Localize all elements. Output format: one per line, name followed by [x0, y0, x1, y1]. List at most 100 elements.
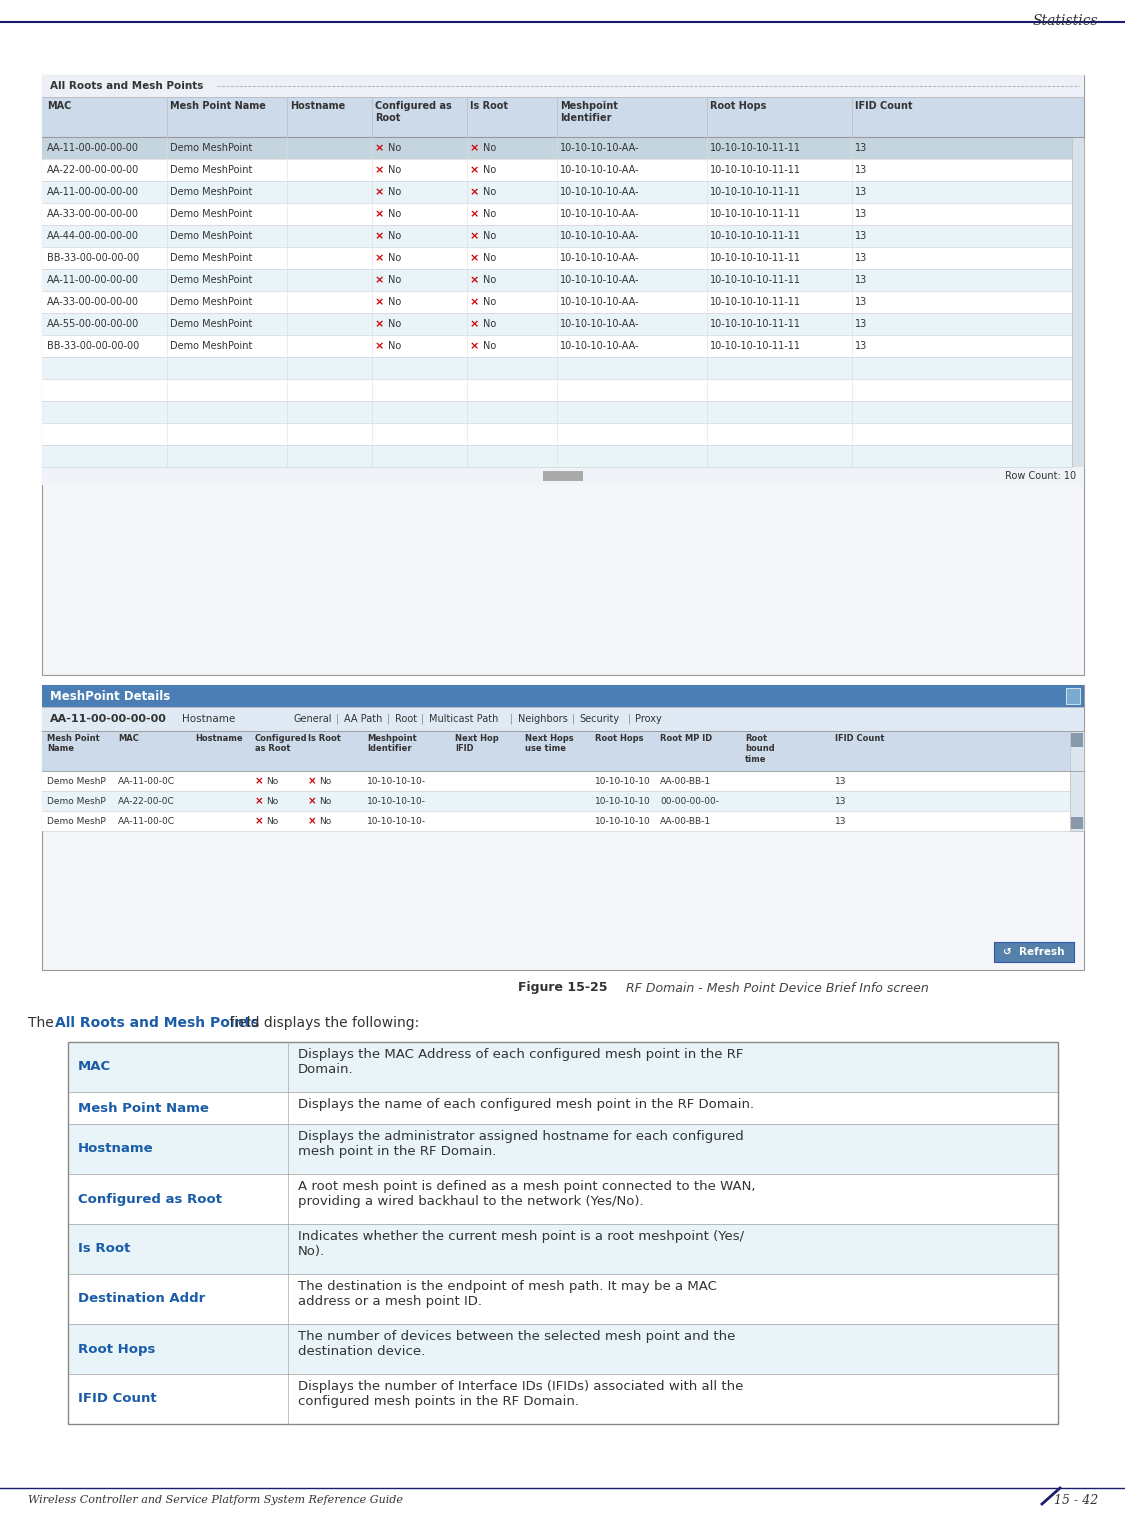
Text: ×: ×	[255, 817, 263, 826]
Text: No: No	[266, 817, 278, 826]
Text: Figure 15-25: Figure 15-25	[518, 982, 608, 994]
Text: 13: 13	[855, 165, 867, 175]
Bar	[1070, 732, 1084, 830]
Text: Configured as
Root: Configured as Root	[375, 102, 452, 123]
Text: Demo MeshPoint: Demo MeshPoint	[170, 342, 252, 351]
Text: |: |	[628, 713, 633, 724]
Text: No: No	[388, 298, 402, 307]
Bar	[42, 401, 1072, 424]
Text: 10-10-10-10-11-11: 10-10-10-10-11-11	[710, 143, 801, 153]
Text: Wireless Controller and Service Platform System Reference Guide: Wireless Controller and Service Platform…	[28, 1495, 403, 1504]
Text: MAC: MAC	[78, 1061, 111, 1073]
Text: AA-33-00-00-00-00: AA-33-00-00-00-00	[47, 298, 140, 307]
Text: Mesh Point Name: Mesh Point Name	[170, 102, 266, 111]
Text: AA-11-00-00-00-00: AA-11-00-00-00-00	[47, 143, 140, 153]
Text: 13: 13	[835, 797, 846, 806]
Text: 10-10-10-10-AA-: 10-10-10-10-AA-	[560, 187, 639, 197]
Text: 10-10-10-10-AA-: 10-10-10-10-AA-	[560, 209, 639, 219]
Text: AA-11-00-00-00-00: AA-11-00-00-00-00	[50, 713, 166, 724]
Text: ×: ×	[375, 209, 385, 219]
Text: 10-10-10-10-AA-: 10-10-10-10-AA-	[560, 275, 639, 285]
Text: 10-10-10-10-11-11: 10-10-10-10-11-11	[710, 298, 801, 307]
Text: No: No	[388, 209, 402, 219]
Bar	[42, 291, 1072, 313]
Text: Demo MeshPoint: Demo MeshPoint	[170, 165, 252, 175]
Bar	[1066, 688, 1080, 704]
Text: 13: 13	[855, 275, 867, 285]
Text: ×: ×	[308, 795, 317, 806]
Text: ×: ×	[470, 319, 479, 329]
Text: Multicast Path: Multicast Path	[429, 713, 498, 724]
Text: ×: ×	[308, 776, 317, 786]
Bar	[42, 468, 1084, 484]
Text: AA Path: AA Path	[344, 713, 383, 724]
Text: 13: 13	[855, 342, 867, 351]
Text: 10-10-10-10-11-11: 10-10-10-10-11-11	[710, 165, 801, 175]
Text: 10-10-10-10-AA-: 10-10-10-10-AA-	[560, 254, 639, 263]
Text: IFID Count: IFID Count	[78, 1392, 156, 1406]
Text: AA-22-00-0C: AA-22-00-0C	[118, 797, 174, 806]
Bar	[68, 1274, 1058, 1324]
Text: AA-11-00-00-00-00: AA-11-00-00-00-00	[47, 187, 140, 197]
Text: MAC: MAC	[118, 735, 138, 742]
Text: MAC: MAC	[47, 102, 71, 111]
Text: No: No	[483, 319, 496, 329]
Text: No: No	[388, 165, 402, 175]
Bar	[994, 943, 1074, 962]
Text: 10-10-10-10-AA-: 10-10-10-10-AA-	[560, 298, 639, 307]
Text: Displays the administrator assigned hostname for each configured
mesh point in t: Displays the administrator assigned host…	[298, 1129, 744, 1158]
Text: IFID Count: IFID Count	[855, 102, 912, 111]
Text: ×: ×	[375, 298, 385, 307]
Text: AA-00-BB-1: AA-00-BB-1	[660, 777, 711, 785]
Text: Demo MeshPoint: Demo MeshPoint	[170, 319, 252, 329]
Text: ×: ×	[470, 187, 479, 197]
Text: |: |	[510, 713, 516, 724]
Text: Is Root: Is Root	[78, 1243, 130, 1255]
Text: No: No	[388, 319, 402, 329]
Text: BB-33-00-00-00-00: BB-33-00-00-00-00	[47, 342, 140, 351]
Text: Meshpoint
Identifier: Meshpoint Identifier	[560, 102, 618, 123]
Text: ×: ×	[308, 817, 317, 826]
Bar	[42, 203, 1072, 225]
Text: Root
bound
time: Root bound time	[745, 735, 775, 764]
Bar	[68, 1374, 1058, 1424]
Text: No: No	[483, 298, 496, 307]
Text: No: No	[483, 165, 496, 175]
Text: 10-10-10-10-11-11: 10-10-10-10-11-11	[710, 275, 801, 285]
Text: No: No	[266, 797, 278, 806]
Text: ×: ×	[470, 143, 479, 153]
Bar	[42, 335, 1072, 357]
Text: |: |	[572, 713, 578, 724]
Bar	[543, 471, 583, 481]
Text: ×: ×	[470, 298, 479, 307]
Text: Destination Addr: Destination Addr	[78, 1292, 205, 1305]
Text: 10-10-10-10-11-11: 10-10-10-10-11-11	[710, 342, 801, 351]
Text: ×: ×	[375, 319, 385, 329]
Text: Root: Root	[395, 713, 417, 724]
Text: No: No	[483, 275, 496, 285]
Bar	[68, 1324, 1058, 1374]
Bar	[1071, 817, 1083, 829]
Bar	[42, 811, 1070, 830]
Text: Row Count: 10: Row Count: 10	[1005, 471, 1076, 481]
Text: ×: ×	[470, 165, 479, 175]
Text: Root Hops: Root Hops	[78, 1342, 155, 1356]
Text: 10-10-10-10-11-11: 10-10-10-10-11-11	[710, 254, 801, 263]
Text: ×: ×	[470, 209, 479, 219]
Text: Meshpoint
Identifier: Meshpoint Identifier	[367, 735, 416, 753]
Text: No: No	[483, 342, 496, 351]
Text: |: |	[421, 713, 428, 724]
Text: 10-10-10-10-: 10-10-10-10-	[367, 797, 426, 806]
Text: Root Hops: Root Hops	[710, 102, 766, 111]
Text: |: |	[336, 713, 343, 724]
Text: Next Hops
use time: Next Hops use time	[525, 735, 574, 753]
Text: ×: ×	[255, 795, 263, 806]
Text: The: The	[28, 1016, 58, 1031]
Text: AA-22-00-00-00-00: AA-22-00-00-00-00	[47, 165, 140, 175]
Text: No: No	[388, 342, 402, 351]
Text: 10-10-10-10-11-11: 10-10-10-10-11-11	[710, 187, 801, 197]
Text: field displays the following:: field displays the following:	[225, 1016, 420, 1031]
Text: 10-10-10-10: 10-10-10-10	[595, 797, 650, 806]
Text: 13: 13	[835, 817, 846, 826]
Bar	[42, 445, 1072, 468]
